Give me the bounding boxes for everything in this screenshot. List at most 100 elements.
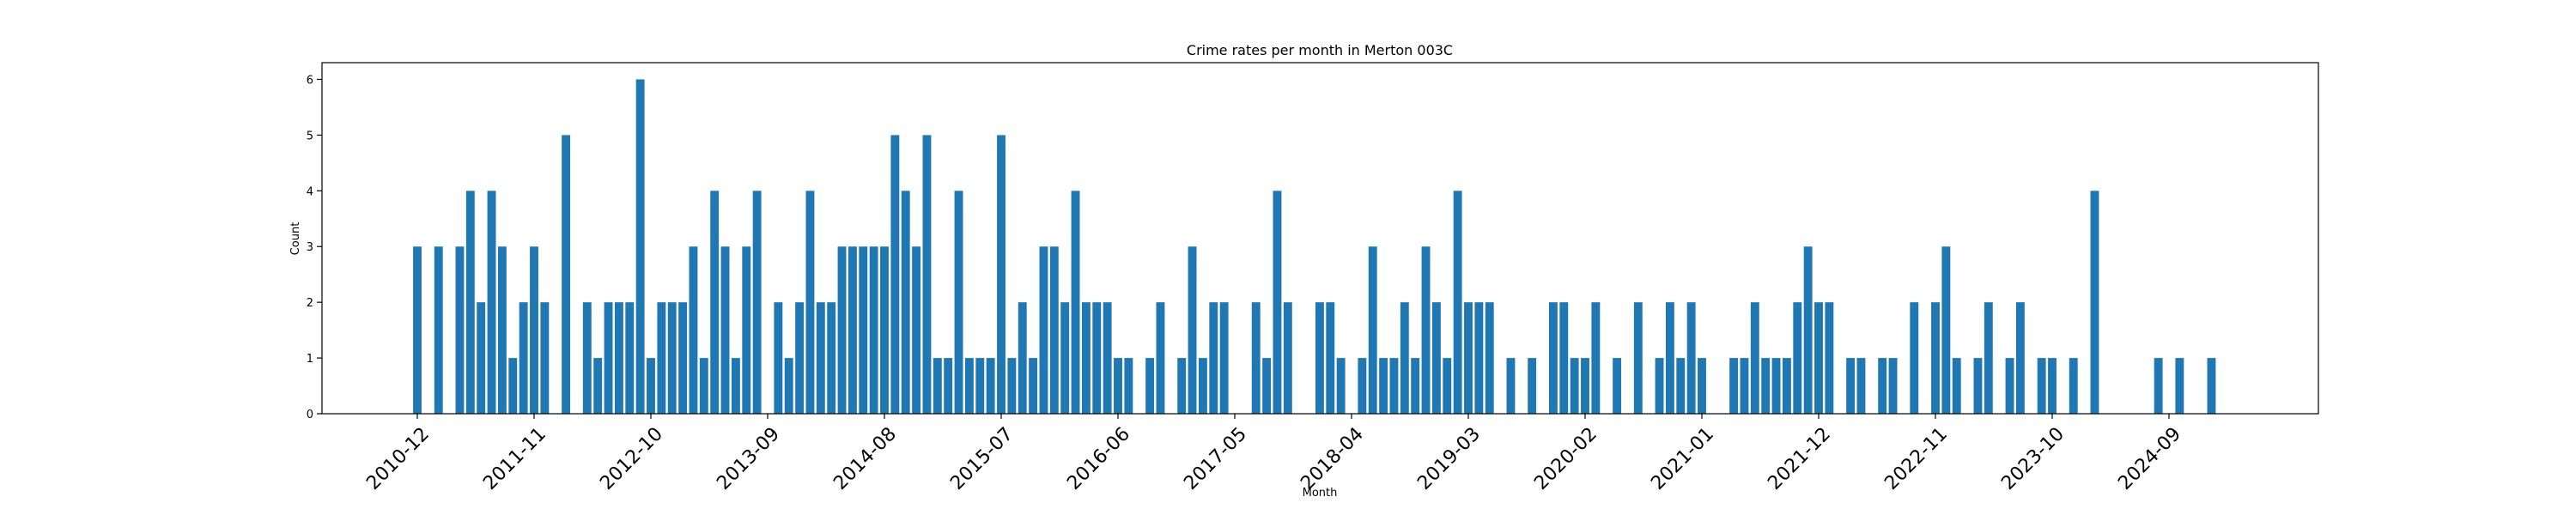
bar-2013-11 <box>784 358 793 414</box>
bar-2012-05 <box>593 358 603 414</box>
x-tick-label: 2016-06 <box>1063 423 1134 494</box>
bar-2015-11 <box>1039 246 1048 414</box>
x-axis-label: Month <box>1303 487 1338 500</box>
plot-frame <box>321 62 2319 415</box>
y-tick-label: 2 <box>307 297 313 310</box>
x-tick-label: 2018-04 <box>1297 423 1368 494</box>
bar-2012-07 <box>614 302 623 414</box>
bar-2013-04 <box>710 191 720 414</box>
x-tick-label: 2024-09 <box>2114 423 2185 494</box>
bar-2022-09 <box>1910 302 1919 414</box>
x-tick-label: 2011-11 <box>479 423 550 494</box>
bar-2011-08 <box>497 246 507 414</box>
x-tick-label: 2014-08 <box>829 423 901 494</box>
bar-2022-11 <box>1931 302 1940 414</box>
bar-2018-09 <box>1400 302 1409 414</box>
bar-2021-08 <box>1771 358 1781 414</box>
bar-2011-06 <box>477 302 486 414</box>
x-tick-label: 2013-09 <box>713 423 784 494</box>
bar-2017-08 <box>1262 358 1272 414</box>
bar-2019-11 <box>1548 302 1558 414</box>
bar-2021-01 <box>1698 358 1706 414</box>
bar-2023-06 <box>2005 358 2014 414</box>
bar-2011-11 <box>530 246 538 414</box>
bar-2025-01 <box>2207 358 2216 414</box>
bar-2023-03 <box>1973 358 1983 414</box>
bar-2013-02 <box>689 246 698 414</box>
bar-2020-03 <box>1591 302 1601 414</box>
bar-2013-10 <box>774 302 783 414</box>
bar-2014-09 <box>890 135 900 414</box>
bar-2021-07 <box>1761 358 1771 414</box>
bar-2016-02 <box>1071 191 1080 414</box>
x-tick-label: 2023-10 <box>1997 423 2069 494</box>
bar-2018-06 <box>1368 246 1377 414</box>
bar-2012-11 <box>657 302 666 414</box>
y-tick-label: 3 <box>307 241 313 254</box>
bar-2016-07 <box>1124 358 1133 414</box>
bar-2022-04 <box>1856 358 1866 414</box>
bar-2022-12 <box>1941 246 1951 414</box>
y-tick-label: 6 <box>307 74 313 87</box>
bar-2021-10 <box>1793 302 1802 414</box>
bar-2012-02 <box>562 135 571 414</box>
bar-2015-05 <box>975 358 985 414</box>
bar-2011-04 <box>455 246 465 414</box>
bar-2016-05 <box>1103 302 1112 414</box>
bar-2012-04 <box>582 302 592 414</box>
bar-2021-06 <box>1750 302 1759 414</box>
bar-2020-12 <box>1686 302 1696 414</box>
bar-2021-04 <box>1729 358 1739 414</box>
bar-2014-02 <box>816 302 825 414</box>
bar-2011-09 <box>508 358 518 414</box>
bar-2013-12 <box>795 302 805 414</box>
bar-2016-12 <box>1177 358 1187 414</box>
bar-2017-09 <box>1273 191 1282 414</box>
bar-2014-04 <box>837 246 847 414</box>
bar-2011-02 <box>434 246 443 414</box>
bar-2016-09 <box>1145 358 1155 414</box>
bar-2018-03 <box>1336 358 1346 414</box>
bar-2016-03 <box>1081 302 1091 414</box>
bar-2011-12 <box>540 302 550 414</box>
bar-2012-12 <box>667 302 677 414</box>
bar-2014-08 <box>880 246 889 414</box>
x-tick-label: 2010-12 <box>362 423 434 494</box>
bar-2022-07 <box>1888 358 1898 414</box>
bar-2016-10 <box>1156 302 1165 414</box>
y-tick-label: 5 <box>307 130 313 142</box>
bar-2020-01 <box>1570 358 1579 414</box>
y-axis-label: Count <box>289 222 302 256</box>
y-axis: 0 1 2 3 4 5 6 <box>307 74 322 421</box>
bar-2012-06 <box>604 302 613 414</box>
bar-2019-05 <box>1485 302 1494 414</box>
x-tick-label: 2019-03 <box>1413 423 1485 494</box>
y-tick-label: 4 <box>307 185 313 198</box>
bar-2019-02 <box>1453 191 1462 414</box>
bar-2020-10 <box>1665 302 1674 414</box>
bar-2023-01 <box>1952 358 1961 414</box>
bar-2013-07 <box>742 246 751 414</box>
bar-2020-02 <box>1581 358 1589 414</box>
bar-2021-05 <box>1740 358 1749 414</box>
bar-2019-03 <box>1464 302 1473 414</box>
bar-2013-01 <box>678 302 688 414</box>
bar-2015-03 <box>954 191 963 414</box>
x-tick-label: 2012-10 <box>596 423 667 494</box>
bar-2023-04 <box>1984 302 1993 414</box>
bar-2020-09 <box>1655 358 1664 414</box>
bar-2018-11 <box>1421 246 1431 414</box>
bar-2015-04 <box>964 358 974 414</box>
bar-2016-04 <box>1092 302 1102 414</box>
bar-2023-12 <box>2069 358 2078 414</box>
bar-2011-05 <box>465 191 475 414</box>
x-tick-label: 2021-12 <box>1764 423 1835 494</box>
bar-2015-06 <box>986 358 995 414</box>
bar-2018-10 <box>1411 358 1420 414</box>
bar-2011-07 <box>487 191 496 414</box>
bar-2023-09 <box>2037 358 2046 414</box>
bar-2020-11 <box>1676 358 1686 414</box>
bar-2015-08 <box>1007 358 1017 414</box>
y-tick-label: 0 <box>307 409 313 421</box>
